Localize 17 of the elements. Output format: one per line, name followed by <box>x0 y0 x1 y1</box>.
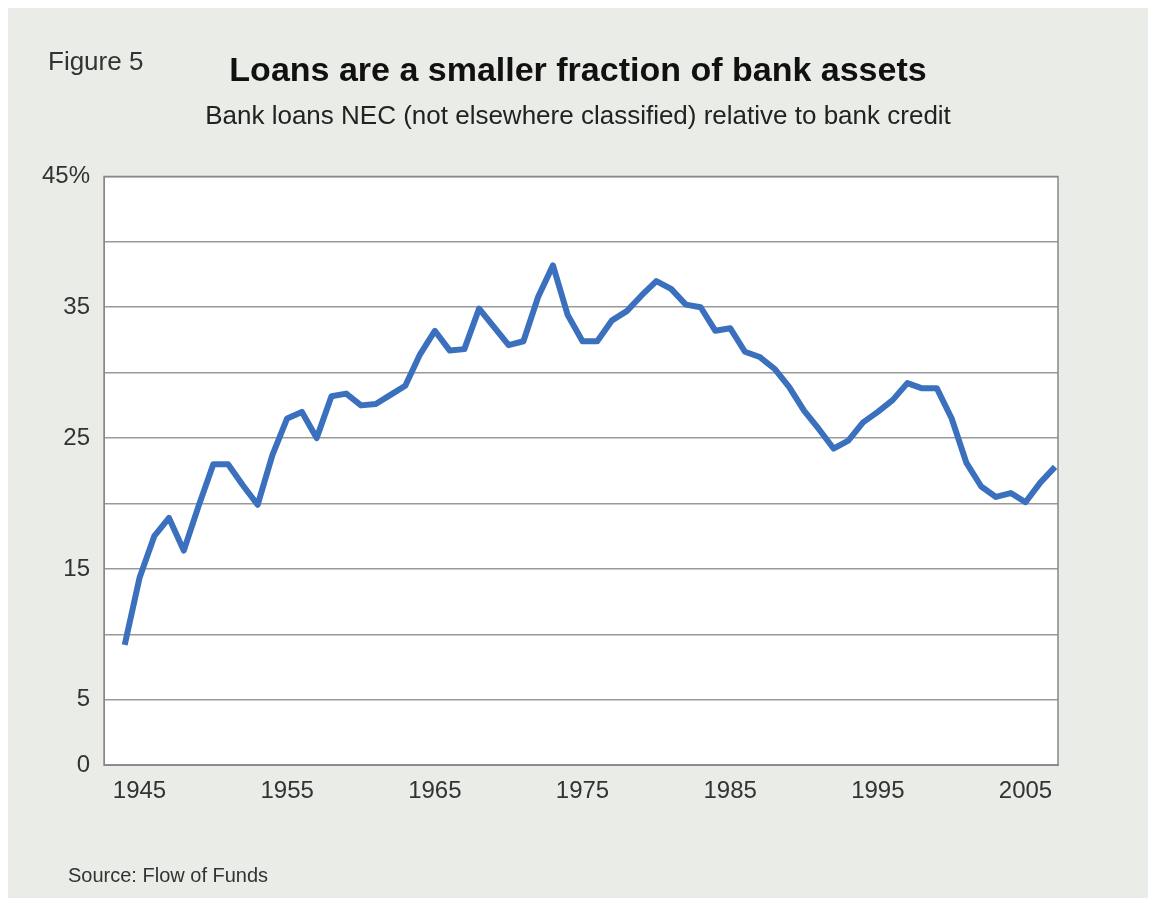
caption: Figure 5 <box>48 46 144 77</box>
chart-subtitle: Bank loans NEC (not elsewhere classified) relative to bank credit <box>204 100 952 131</box>
y-tick-label: 25 <box>63 422 91 450</box>
y-tick-label: 0 <box>76 749 91 777</box>
chart-title: Loans are a smaller fraction of bank assets <box>229 50 927 88</box>
y-tick-label: 45% <box>41 161 91 189</box>
x-tick-label: 1965 <box>408 776 462 804</box>
x-tick-label: 1945 <box>112 776 167 804</box>
y-tick-label: 15 <box>63 553 91 581</box>
x-tick-label: 1975 <box>555 776 610 804</box>
x-tick-label: 1995 <box>851 776 905 804</box>
x-tick-label: 2005 <box>998 776 1053 804</box>
x-tick-label: 1955 <box>260 776 314 804</box>
y-tick-label: 35 <box>63 291 91 319</box>
source-note: Source: Flow of Funds <box>68 864 269 887</box>
x-tick-label: 1985 <box>703 776 757 804</box>
y-tick-label: 5 <box>76 684 91 712</box>
